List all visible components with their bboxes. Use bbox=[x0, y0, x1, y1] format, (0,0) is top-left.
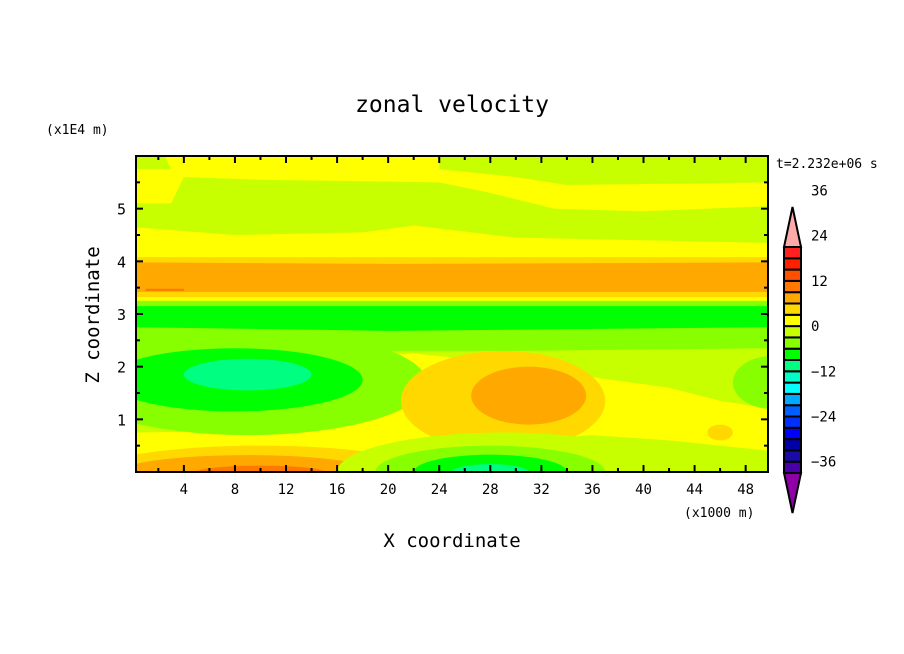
x-tick-label: 32 bbox=[533, 482, 550, 498]
colorbar: −36 −24 −12 0 12 24 36 bbox=[782, 184, 836, 514]
y-tick-label: 2 bbox=[117, 359, 126, 377]
contour-region bbox=[707, 424, 733, 441]
colorbar-swatch bbox=[783, 246, 802, 260]
contour-region bbox=[136, 156, 768, 212]
y-axis-label: Z coordinate bbox=[82, 246, 104, 383]
colorbar-swatch bbox=[783, 291, 802, 305]
colorbar-under-triangle bbox=[782, 472, 803, 514]
y-tick-label: 3 bbox=[117, 306, 126, 324]
x-tick-label: 20 bbox=[380, 482, 397, 498]
colorbar-swatch bbox=[783, 336, 802, 350]
x-tick-label: 44 bbox=[686, 482, 703, 498]
colorbar-tick-label: 0 bbox=[811, 319, 819, 335]
contour-region bbox=[732, 356, 768, 409]
colorbar-swatch bbox=[783, 347, 802, 362]
colorbar-tick-label: 24 bbox=[811, 229, 828, 245]
contour-region bbox=[413, 454, 567, 472]
x-tick-label: 36 bbox=[584, 482, 601, 498]
colorbar-swatch bbox=[783, 426, 802, 441]
colorbar-swatch bbox=[783, 268, 802, 282]
colorbar-swatch bbox=[783, 438, 802, 452]
contour-region bbox=[183, 358, 312, 391]
colorbar-swatch bbox=[783, 359, 802, 373]
x-axis-label: X coordinate bbox=[383, 530, 520, 552]
colorbar-swatch bbox=[783, 460, 802, 475]
chart-title: zonal velocity bbox=[355, 92, 549, 118]
x-scale-label: (x1000 m) bbox=[684, 506, 754, 521]
x-tick-label: 12 bbox=[278, 482, 295, 498]
colorbar-tick-label: −24 bbox=[811, 410, 836, 426]
colorbar-tick-label: −36 bbox=[811, 455, 836, 471]
contour-region bbox=[136, 225, 768, 262]
y-tick-label: 1 bbox=[117, 411, 126, 429]
colorbar-swatch bbox=[783, 370, 802, 384]
x-tick-label: 8 bbox=[231, 482, 239, 498]
x-tick-label: 24 bbox=[431, 482, 448, 498]
colorbar-swatch bbox=[783, 325, 802, 339]
colorbar-over-triangle bbox=[782, 206, 803, 248]
colorbar-swatch bbox=[783, 279, 802, 294]
contour-region bbox=[145, 288, 184, 291]
x-tick-label: 28 bbox=[482, 482, 499, 498]
colorbar-swatch bbox=[783, 381, 802, 395]
colorbar-tick-label: 36 bbox=[811, 184, 828, 200]
time-label: t=2.232e+06 s bbox=[776, 157, 878, 172]
colorbar-swatch bbox=[783, 415, 802, 429]
colorbar-tick-label: −12 bbox=[811, 364, 836, 380]
x-tick-label: 48 bbox=[737, 482, 754, 498]
colorbar-swatch bbox=[783, 449, 802, 463]
contour-region bbox=[136, 297, 768, 301]
x-tick-label: 4 bbox=[180, 482, 188, 498]
contour-region bbox=[471, 366, 587, 425]
colorbar-tick-label: 12 bbox=[811, 274, 828, 290]
colorbar-swatch bbox=[783, 313, 802, 328]
contour-region bbox=[136, 455, 376, 472]
colorbar-swatch bbox=[783, 404, 802, 418]
y-scale-label: (x1E4 m) bbox=[46, 123, 109, 138]
contour-region bbox=[136, 262, 768, 292]
y-tick-label: 4 bbox=[117, 253, 126, 271]
contour-region bbox=[136, 306, 768, 331]
colorbar-swatch bbox=[783, 302, 802, 316]
contour-field bbox=[136, 156, 768, 472]
colorbar-swatch bbox=[783, 257, 802, 271]
colorbar-swatch bbox=[783, 392, 802, 407]
y-tick-label: 5 bbox=[117, 201, 126, 219]
x-tick-label: 16 bbox=[329, 482, 346, 498]
x-tick-label: 40 bbox=[635, 482, 652, 498]
